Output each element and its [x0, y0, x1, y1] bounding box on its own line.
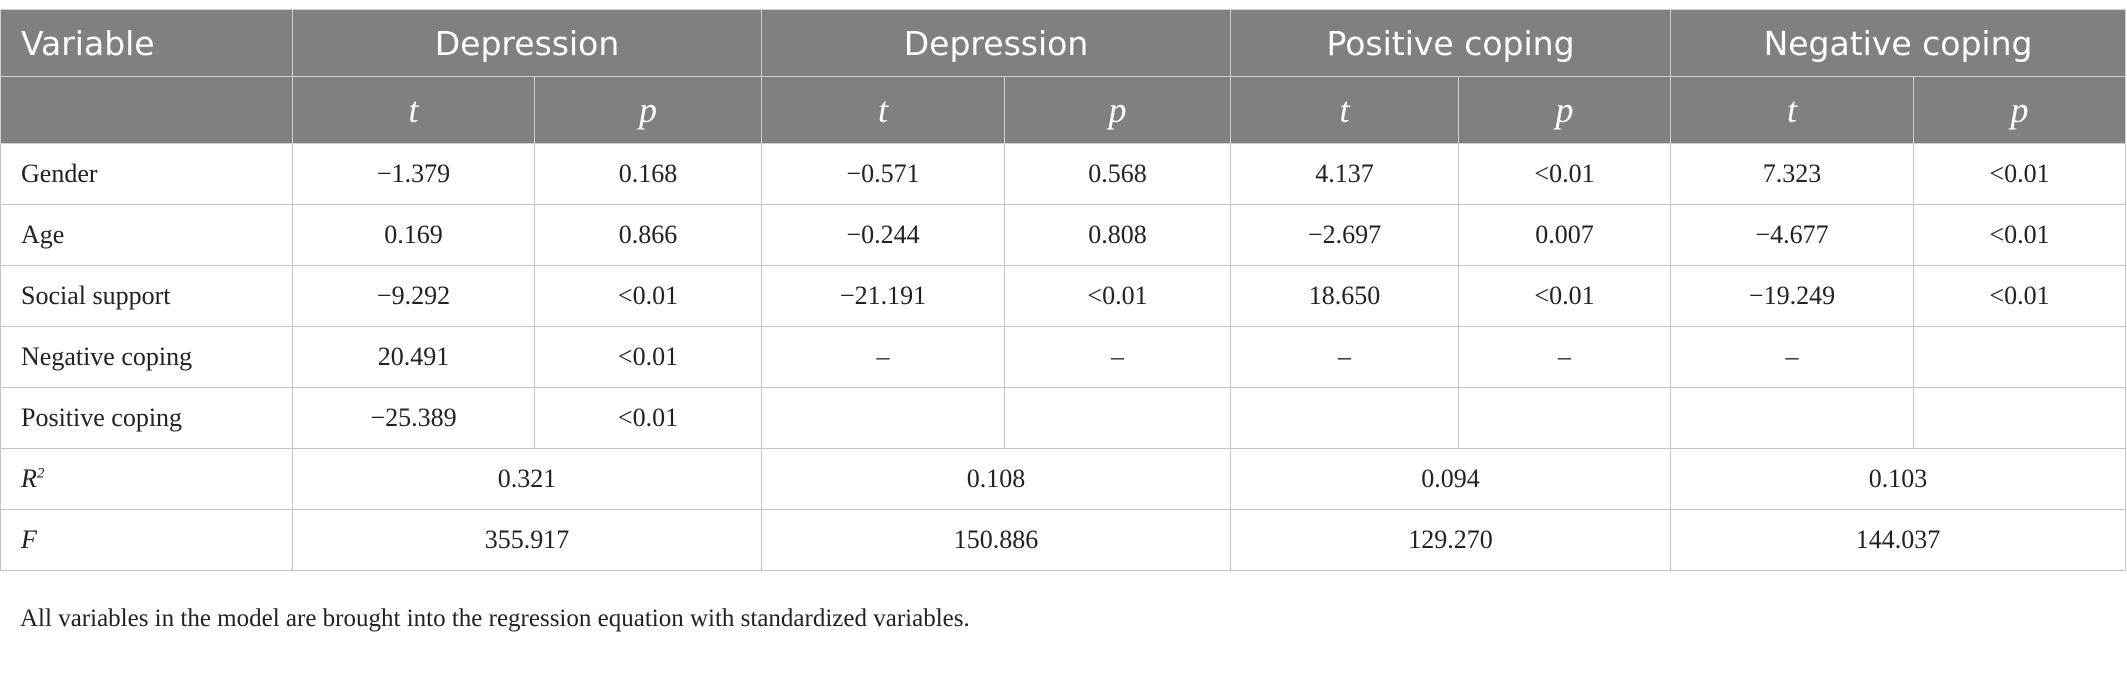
header-cell: Positive coping: [1229, 9, 1672, 77]
cell: –: [1230, 326, 1459, 388]
cell: 0.168: [534, 143, 762, 205]
header-cell: Depression: [292, 9, 762, 77]
cell: −19.249: [1670, 265, 1915, 327]
subheader-cell: t: [761, 76, 1005, 144]
cell: –: [1457, 326, 1672, 388]
header-cell: Depression: [761, 9, 1231, 77]
cell: −4.677: [1670, 204, 1915, 266]
data-row: Gender −1.379 0.168 −0.571 0.568 4.137 <0.01 7.…: [0, 143, 2127, 205]
cell: 20.491: [292, 326, 535, 388]
subheader-cell: p: [534, 76, 762, 144]
cell: <0.01: [1004, 265, 1231, 327]
subheader-cell: t: [292, 76, 535, 144]
row-label: Social support: [0, 265, 293, 327]
header-row: Variable Depression Depression Positive cop…: [0, 9, 2127, 77]
label-text: F: [21, 525, 37, 554]
row-label: Gender: [0, 143, 293, 205]
cell: 0.568: [1004, 143, 1231, 205]
summary-row: F 355.917 150.886 129.270 144.037: [0, 509, 2127, 571]
label-sup: 2: [36, 465, 45, 482]
header-cell: Variable: [0, 9, 293, 77]
cell: −25.389: [292, 387, 535, 449]
cell: <0.01: [1913, 204, 2127, 266]
empty-cell: [1230, 387, 1459, 449]
cell: –: [1670, 326, 1915, 388]
data-row: Age 0.169 0.866 −0.244 0.808 −2.697 0.007 −4.67…: [0, 204, 2127, 266]
empty-cell: [1004, 387, 1231, 449]
cell: −21.191: [761, 265, 1005, 327]
cell: 355.917: [292, 509, 762, 571]
summary-row: R2 0.321 0.108 0.094 0.103: [0, 448, 2127, 510]
cell: <0.01: [1913, 265, 2127, 327]
empty-cell: [1913, 326, 2127, 388]
row-label: R2: [0, 448, 293, 510]
data-row: Negative coping 20.491 <0.01– – – – –: [0, 326, 2127, 388]
footnote: All variables in the model are brought i…: [20, 605, 970, 632]
cell: −1.379: [292, 143, 535, 205]
cell: 0.321: [292, 448, 762, 510]
label-text: R: [21, 464, 37, 493]
cell: 0.094: [1229, 448, 1672, 510]
row-label: F: [0, 509, 293, 571]
header-cell: Negative coping: [1670, 9, 2127, 77]
cell: 0.866: [534, 204, 762, 266]
cell: −9.292: [292, 265, 535, 327]
table-header: Variable Depression Depression Positive cop…: [0, 9, 2127, 144]
cell: 0.007: [1457, 204, 1672, 266]
cell: 7.323: [1670, 143, 1915, 205]
subheader-cell: p: [1913, 76, 2127, 144]
header-cell: [0, 76, 293, 144]
cell: −2.697: [1230, 204, 1459, 266]
cell: 150.886: [761, 509, 1231, 571]
empty-cell: [1670, 387, 1915, 449]
row-label: Positive coping: [0, 387, 293, 449]
cell: 0.108: [761, 448, 1231, 510]
regression-table: Variable Depression Depression Positive cop…: [0, 9, 2127, 571]
cell: –: [1004, 326, 1231, 388]
cell: 129.270: [1229, 509, 1672, 571]
cell: <0.01: [534, 387, 762, 449]
cell: 144.037: [1670, 509, 2127, 571]
cell: <0.01: [1457, 143, 1672, 205]
cell: <0.01: [534, 326, 762, 388]
cell: <0.01: [534, 265, 762, 327]
cell: 4.137: [1230, 143, 1459, 205]
row-label: Age: [0, 204, 293, 266]
cell: 0.808: [1004, 204, 1231, 266]
subheader-cell: t: [1670, 76, 1915, 144]
cell: 18.650: [1230, 265, 1459, 327]
empty-cell: [1913, 387, 2127, 449]
cell: 0.103: [1670, 448, 2127, 510]
cell: −0.244: [761, 204, 1005, 266]
cell: <0.01: [1913, 143, 2127, 205]
subheader-cell: t: [1230, 76, 1459, 144]
empty-cell: [761, 387, 1005, 449]
table-body: Gender −1.379 0.168 −0.571 0.568 4.137 <0.01 7.…: [0, 143, 2127, 571]
empty-cell: [1457, 387, 1672, 449]
subheader-cell: p: [1004, 76, 1231, 144]
row-label: Negative coping: [0, 326, 293, 388]
subheader-cell: p: [1457, 76, 1672, 144]
data-row: Social support −9.292 <0.01 −21.191 <0.01 18.…: [0, 265, 2127, 327]
data-row: Positive coping −25.389 <0.01: [0, 387, 2127, 449]
cell: <0.01: [1457, 265, 1672, 327]
cell: 0.169: [292, 204, 535, 266]
cell: –: [761, 326, 1005, 388]
cell: −0.571: [761, 143, 1005, 205]
